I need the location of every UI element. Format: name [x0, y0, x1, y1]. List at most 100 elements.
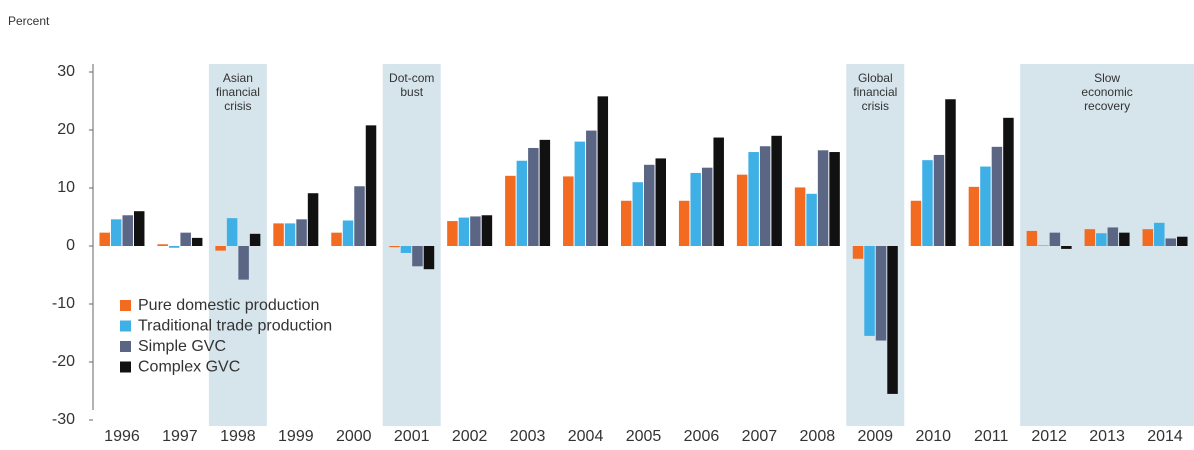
y-tick-label: -10 — [52, 295, 75, 312]
bar — [1084, 229, 1096, 246]
bar — [713, 137, 724, 246]
bar — [389, 246, 400, 248]
bar — [980, 166, 991, 246]
bar — [771, 135, 782, 246]
bar — [1003, 117, 1014, 246]
bar — [991, 146, 1003, 246]
x-tick-label: 1996 — [104, 428, 140, 445]
legend-swatch — [120, 361, 131, 373]
period-label: Asian — [223, 71, 253, 85]
chart-title: Percent — [8, 14, 50, 28]
bar — [678, 200, 690, 246]
legend-swatch — [120, 341, 131, 352]
bar — [1119, 232, 1130, 246]
bar — [1107, 227, 1119, 246]
x-tick-label: 2009 — [857, 428, 893, 445]
x-tick-label: 2010 — [915, 428, 951, 445]
bar — [226, 218, 238, 246]
x-tick-label: 1998 — [220, 428, 256, 445]
bar — [655, 158, 666, 246]
bar — [968, 186, 980, 246]
bar — [412, 246, 423, 267]
period-shade — [382, 64, 441, 426]
bar — [1049, 232, 1061, 246]
bar — [910, 200, 922, 246]
y-tick-label: 10 — [57, 179, 75, 196]
bar — [829, 152, 840, 246]
bar — [597, 96, 609, 246]
bar — [748, 152, 759, 246]
period-label: bust — [400, 85, 423, 99]
bar — [644, 164, 655, 246]
bar — [157, 244, 168, 246]
legend-label: Pure domestic production — [138, 297, 319, 314]
bar — [110, 219, 122, 246]
y-tick-label: 0 — [66, 237, 75, 254]
x-tick-label: 2005 — [626, 428, 662, 445]
bar — [180, 232, 191, 246]
x-tick-label: 2013 — [1089, 428, 1125, 445]
bar — [423, 246, 435, 270]
period-label: financial — [216, 85, 260, 99]
bar — [296, 219, 307, 246]
period-label: financial — [853, 85, 897, 99]
bar — [400, 246, 412, 253]
period-label: Dot-com — [389, 71, 434, 85]
bar — [621, 200, 632, 246]
x-tick-label: 2014 — [1147, 428, 1183, 445]
x-tick-label: 2001 — [394, 428, 430, 445]
legend-label: Simple GVC — [138, 338, 226, 355]
period-label: Slow — [1094, 71, 1120, 85]
x-tick-label: 2012 — [1031, 428, 1067, 445]
bar — [701, 167, 713, 246]
period-label: Global — [858, 71, 893, 85]
bar — [191, 237, 203, 246]
legend-swatch — [120, 320, 131, 332]
bar — [331, 232, 342, 246]
x-tick-label: 2008 — [800, 428, 836, 445]
bar — [307, 193, 319, 246]
period-label: crisis — [224, 99, 251, 113]
y-tick-label: 20 — [57, 121, 75, 138]
bar — [817, 150, 829, 246]
bar — [574, 141, 586, 246]
period-shade — [1020, 64, 1194, 426]
bar — [1142, 229, 1154, 246]
bar — [864, 246, 875, 336]
bar — [1096, 233, 1107, 246]
bar — [1061, 246, 1072, 249]
legend-swatch — [120, 300, 131, 311]
bar — [447, 221, 458, 246]
bar — [1165, 238, 1177, 246]
bar — [852, 246, 864, 259]
bar — [365, 125, 377, 246]
legend-label: Traditional trade production — [138, 318, 332, 335]
bar — [516, 160, 528, 246]
y-tick-label: 30 — [57, 63, 75, 80]
bar — [458, 217, 470, 246]
x-tick-label: 2000 — [336, 428, 372, 445]
bar — [238, 246, 249, 280]
bar — [933, 154, 945, 246]
x-tick-label: 2002 — [452, 428, 488, 445]
bar — [122, 215, 133, 246]
period-label: economic — [1081, 85, 1132, 99]
bar — [342, 220, 354, 246]
x-tick-label: 2011 — [974, 428, 1009, 445]
x-tick-label: 2007 — [742, 428, 778, 445]
bar — [1026, 230, 1038, 246]
x-tick-label: 2006 — [684, 428, 720, 445]
bar — [133, 211, 145, 246]
bar — [539, 139, 551, 246]
x-tick-label: 1997 — [162, 428, 198, 445]
bar — [1177, 236, 1188, 246]
bar — [586, 130, 597, 246]
bar — [759, 146, 771, 246]
y-tick-label: -20 — [52, 353, 75, 370]
x-tick-label: 2003 — [510, 428, 546, 445]
bar — [168, 246, 180, 248]
x-tick-label: 2004 — [568, 428, 604, 445]
period-label: crisis — [862, 99, 889, 113]
bar — [945, 99, 956, 246]
